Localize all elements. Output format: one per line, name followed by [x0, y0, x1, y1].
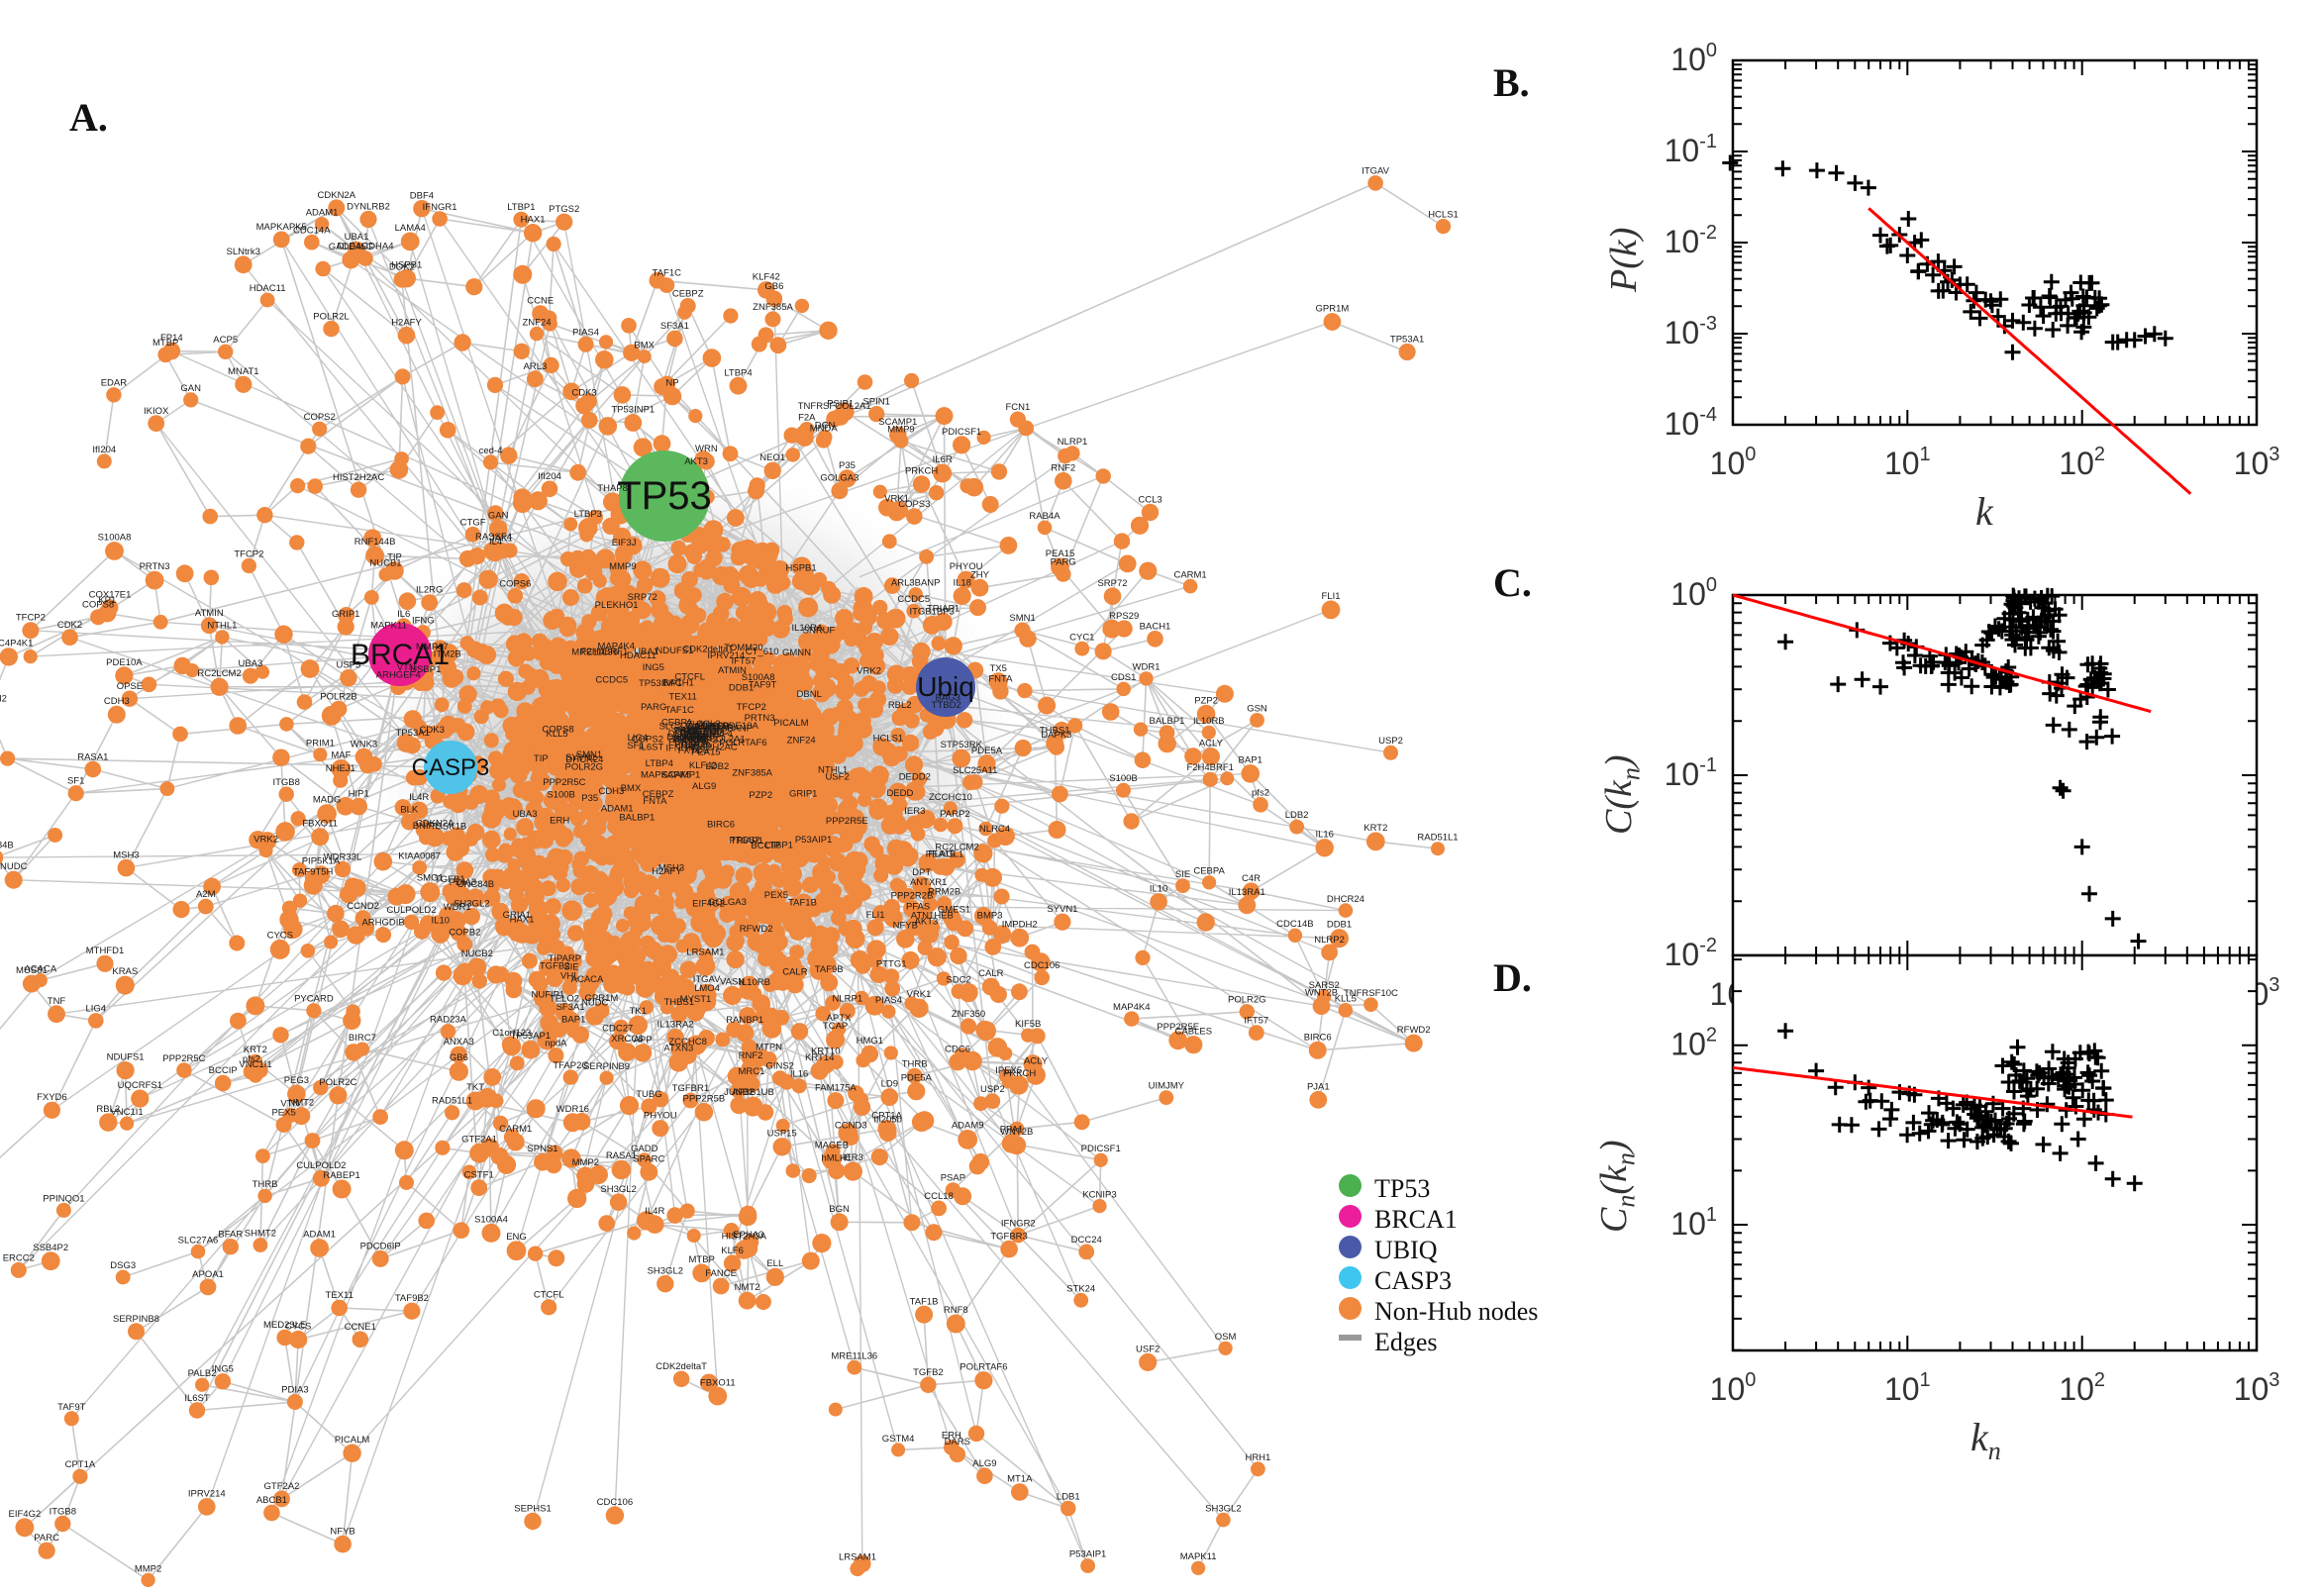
svg-text:101: 101	[1670, 1204, 1717, 1242]
svg-text:10-1: 10-1	[1665, 754, 1717, 792]
svg-text:10-2: 10-2	[1665, 222, 1717, 259]
svg-text:103: 103	[2234, 1369, 2280, 1407]
svg-text:103: 103	[2234, 444, 2280, 481]
svg-text:100: 100	[1710, 1369, 1757, 1407]
svg-text:100: 100	[1670, 40, 1717, 77]
svg-text:10-1: 10-1	[1665, 131, 1717, 168]
svg-text:100: 100	[1670, 574, 1717, 612]
svg-text:10-3: 10-3	[1665, 313, 1717, 350]
svg-text:10-2: 10-2	[1665, 935, 1717, 972]
svg-text:102: 102	[2059, 444, 2105, 481]
svg-text:102: 102	[2059, 1369, 2105, 1407]
svg-text:10-4: 10-4	[1665, 404, 1717, 442]
svg-text:102: 102	[1670, 1025, 1717, 1062]
svg-text:101: 101	[1884, 1369, 1931, 1407]
svg-text:100: 100	[1710, 444, 1757, 481]
svg-text:101: 101	[1884, 444, 1931, 481]
